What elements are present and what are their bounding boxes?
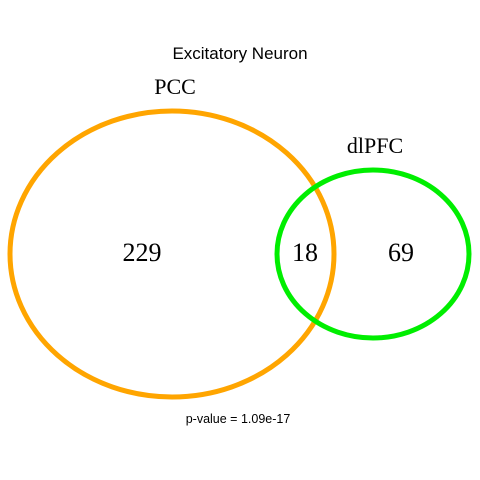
set-label-dlpfc: dlPFC [347,133,403,158]
set-circle-dlpfc [274,167,472,341]
diagram-title: Excitatory Neuron [172,44,307,63]
p-value-footnote: p-value = 1.09e-17 [186,412,291,426]
set-circle-pcc [7,108,337,400]
count-dlpfc-only: 69 [388,238,414,267]
count-pcc-only: 229 [123,238,162,267]
count-intersection: 18 [292,238,318,267]
set-label-pcc: PCC [154,74,196,99]
